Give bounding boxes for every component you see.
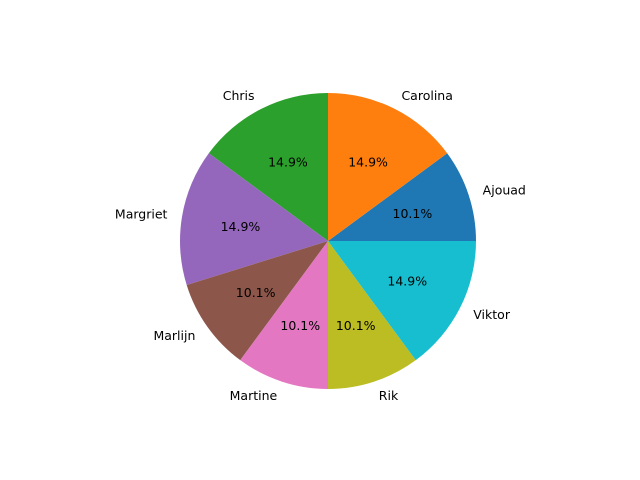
- pie-slice-margriet: [179, 153, 328, 285]
- pie-slice-viktor: [328, 241, 476, 361]
- slice-label-chris: Chris: [223, 88, 255, 103]
- slice-percent-chris: 14.9%: [268, 154, 308, 169]
- slice-label-martine: Martine: [230, 388, 278, 403]
- slice-percent-carolina: 14.9%: [348, 154, 388, 169]
- pie-slice-martine: [240, 241, 328, 389]
- pie-slice-chris: [208, 93, 328, 241]
- slice-percent-marlijn: 10.1%: [236, 285, 276, 300]
- slice-label-viktor: Viktor: [473, 307, 511, 322]
- slice-label-margriet: Margriet: [115, 207, 168, 222]
- slice-label-rik: Rik: [379, 388, 399, 403]
- pie-slices: [179, 93, 476, 389]
- pie-slice-ajouad: [328, 153, 476, 241]
- slice-percent-viktor: 14.9%: [387, 274, 427, 289]
- pie-slice-rik: [328, 241, 416, 389]
- slice-percent-ajouad: 10.1%: [393, 206, 433, 221]
- pie-labels: Ajouad 10.1% Carolina 14.9% Chris 14.9% Margri…: [115, 88, 526, 403]
- slice-label-marlijn: Marlijn: [153, 328, 195, 343]
- slice-percent-rik: 10.1%: [336, 318, 376, 333]
- slice-percent-margriet: 14.9%: [221, 219, 261, 234]
- slice-percent-martine: 10.1%: [280, 318, 320, 333]
- slice-label-ajouad: Ajouad: [483, 183, 526, 198]
- slice-label-carolina: Carolina: [401, 88, 452, 103]
- pie-slice-marlijn: [186, 241, 328, 361]
- pie-slice-carolina: [328, 93, 448, 241]
